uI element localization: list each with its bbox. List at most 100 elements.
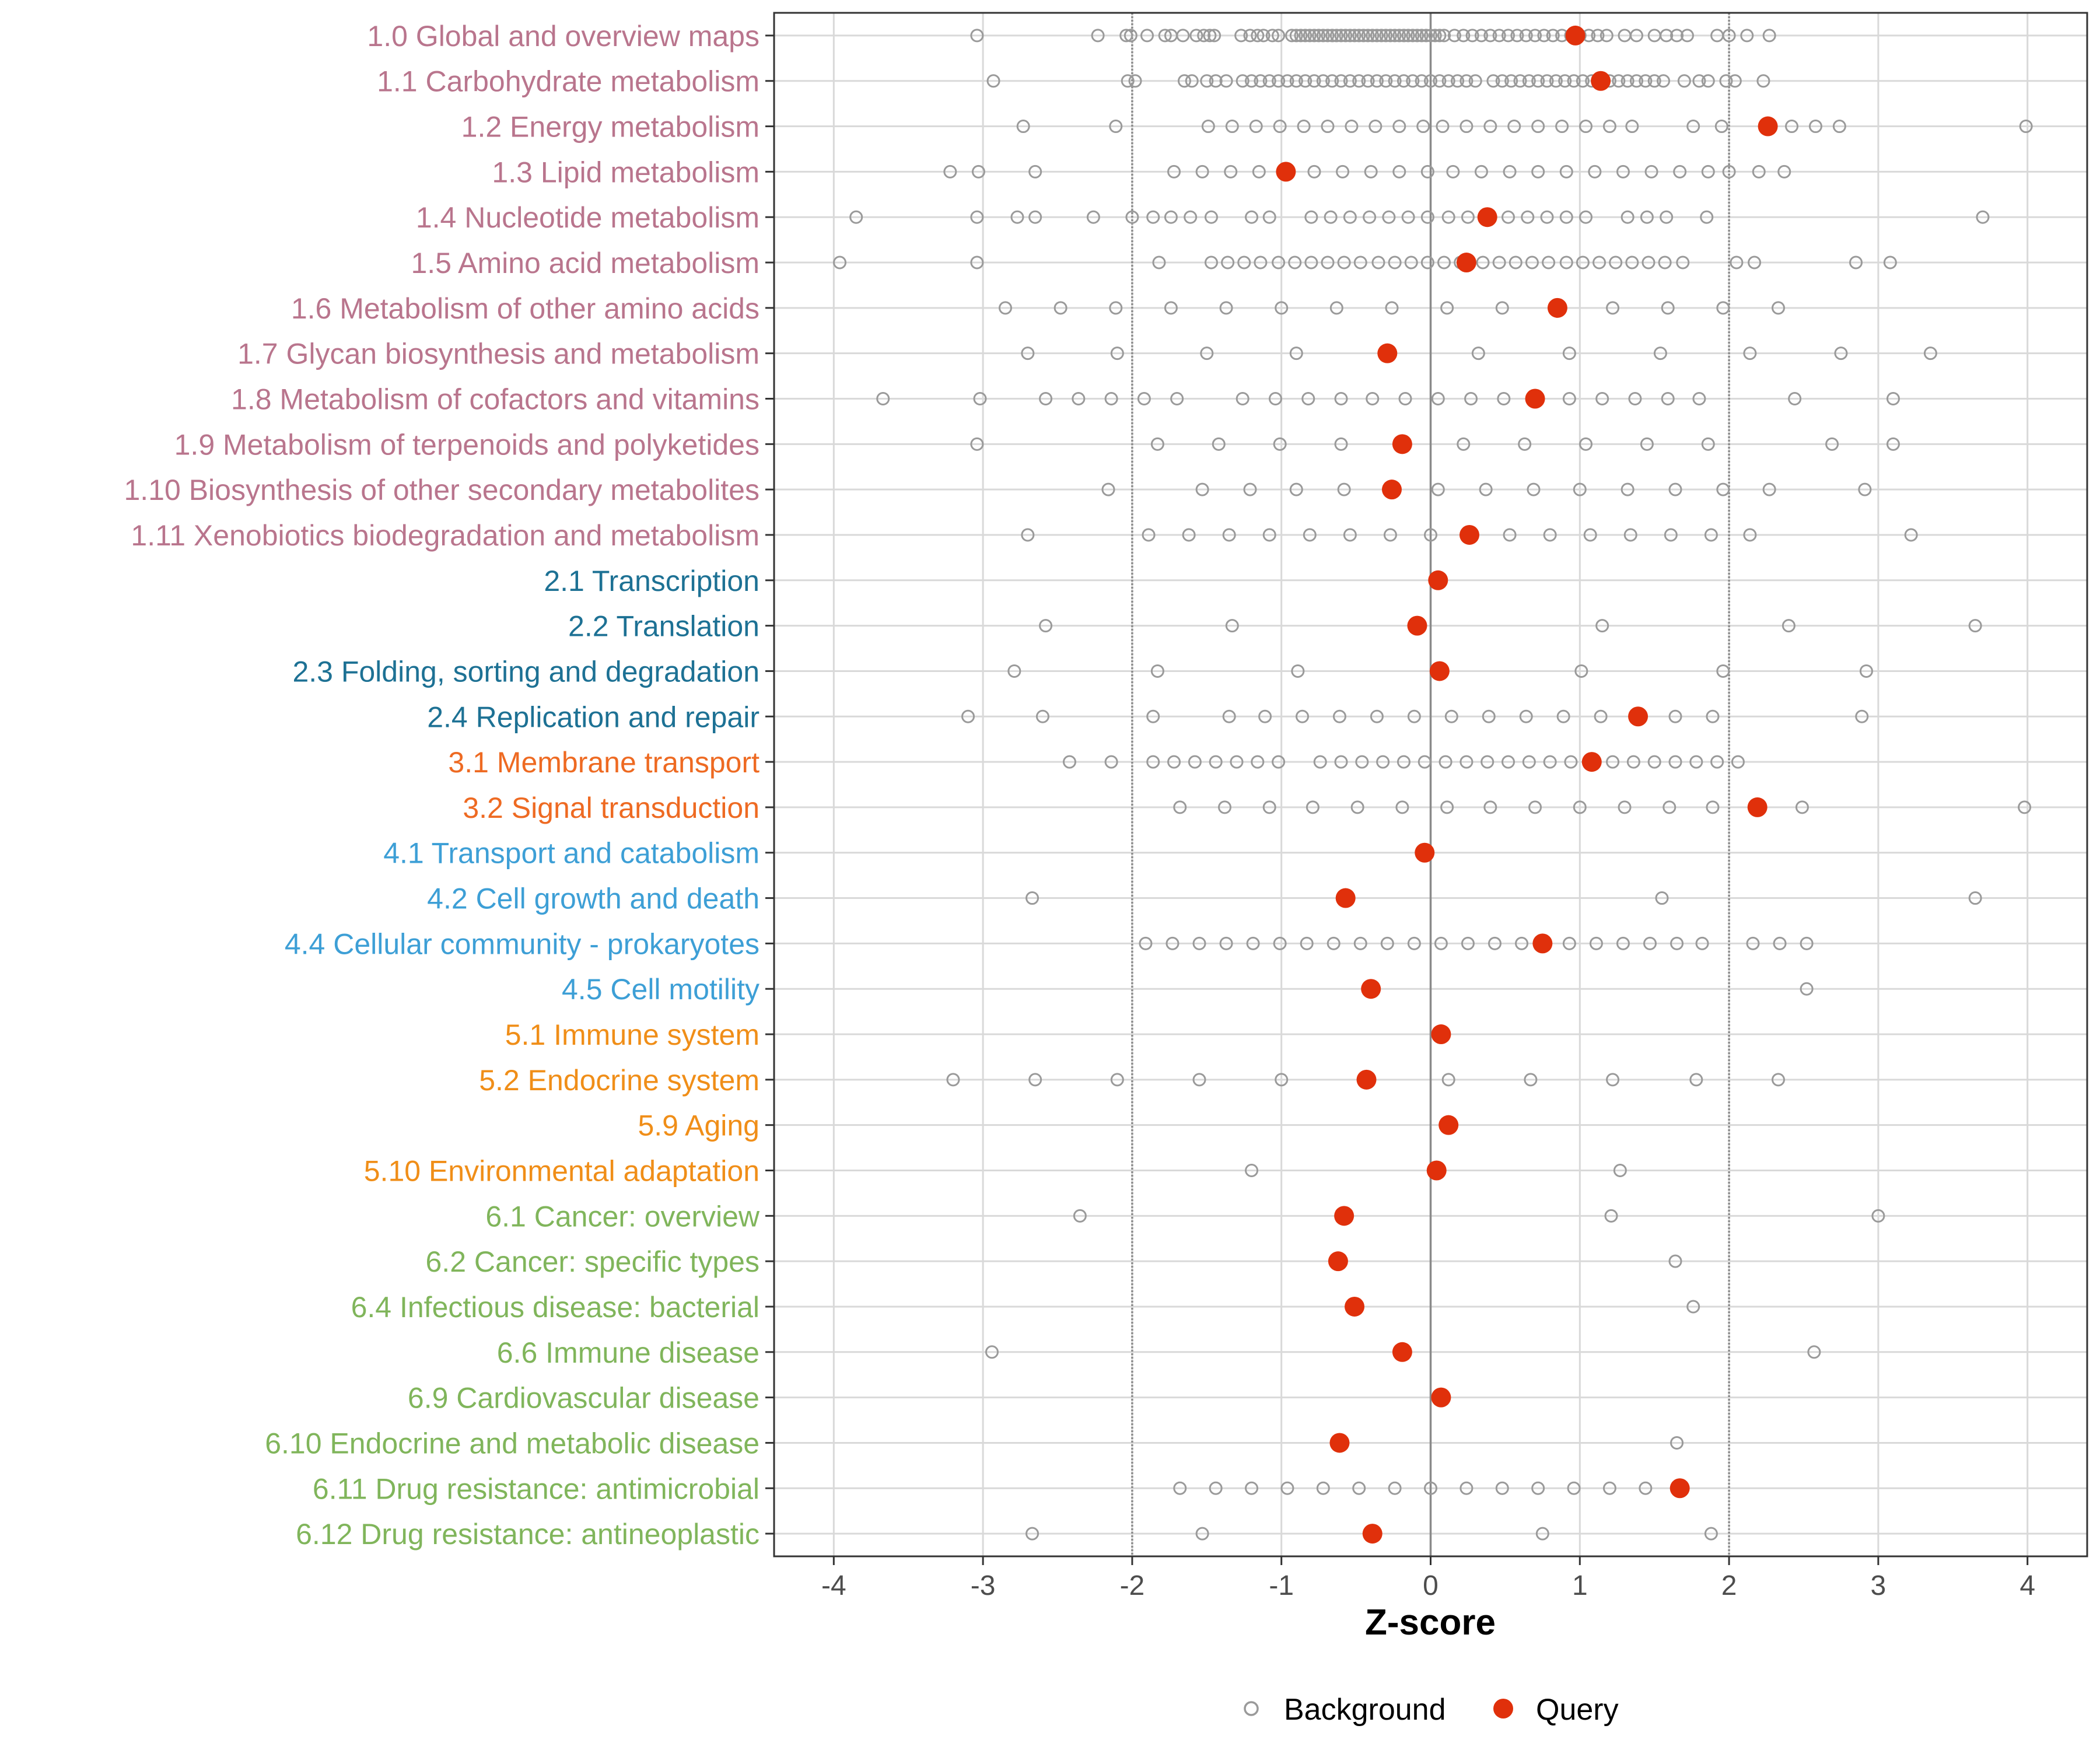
background-point: [1510, 29, 1524, 43]
background-point: [1166, 936, 1180, 950]
background-point: [1531, 120, 1545, 134]
background-point: [1424, 74, 1437, 88]
background-point: [1296, 709, 1310, 723]
background-point: [1620, 482, 1634, 496]
background-point: [971, 164, 985, 178]
background-point: [1660, 29, 1674, 43]
background-point: [1431, 392, 1445, 405]
background-point: [1588, 164, 1602, 178]
background-point: [1167, 164, 1181, 178]
background-point: [1676, 256, 1690, 270]
background-point: [1537, 29, 1551, 43]
background-point: [1121, 74, 1135, 88]
background-point: [1334, 437, 1348, 451]
background-point: [1200, 74, 1214, 88]
category-label: 5.2 Endocrine system: [479, 1064, 760, 1097]
category-label: 1.9 Metabolism of terpenoids and polyket…: [174, 428, 760, 461]
query-point: [1407, 615, 1427, 636]
background-point: [1219, 936, 1233, 950]
background-point: [1722, 29, 1736, 43]
background-point: [1243, 29, 1257, 43]
query-point: [1334, 1206, 1354, 1226]
background-point: [1101, 482, 1115, 496]
background-point: [1182, 528, 1196, 542]
background-point: [1573, 800, 1587, 814]
background-point: [985, 1345, 999, 1359]
x-tick-label: 1: [1572, 1570, 1588, 1601]
background-point: [1657, 74, 1671, 88]
x-tick-label: -2: [1120, 1570, 1145, 1601]
background-point: [1382, 210, 1396, 224]
background-point: [1385, 301, 1399, 315]
background-point: [1431, 482, 1445, 496]
background-point: [1785, 120, 1799, 134]
background-point: [1740, 29, 1754, 43]
category-label: 1.5 Amino acid metabolism: [411, 247, 760, 279]
background-point: [1329, 301, 1343, 315]
background-point: [1124, 29, 1138, 43]
background-point: [1177, 74, 1191, 88]
x-tick-label: -4: [821, 1570, 846, 1601]
background-point: [1700, 210, 1714, 224]
background-point: [1795, 800, 1809, 814]
background-point: [1883, 256, 1897, 270]
background-point: [1639, 74, 1653, 88]
background-point: [1137, 392, 1151, 405]
background-point: [1298, 29, 1312, 43]
background-point: [1692, 392, 1706, 405]
background-point: [1222, 528, 1236, 542]
background-point: [1542, 256, 1556, 270]
background-point: [1366, 392, 1380, 405]
background-point: [1325, 74, 1339, 88]
background-point: [1606, 301, 1620, 315]
background-point: [1692, 74, 1706, 88]
background-point: [1434, 936, 1448, 950]
background-point: [1640, 437, 1654, 451]
background-point: [1288, 256, 1302, 270]
category-label: 4.4 Cellular community - prokaryotes: [285, 928, 760, 960]
query-point: [1670, 1478, 1690, 1499]
background-point: [1616, 936, 1630, 950]
query-point: [1547, 298, 1567, 318]
background-point: [833, 256, 847, 270]
query-point: [1428, 570, 1448, 590]
background-point: [1531, 164, 1545, 178]
background-point: [1416, 120, 1430, 134]
background-point: [1772, 301, 1786, 315]
background-point: [1849, 256, 1863, 270]
background-point: [1436, 120, 1450, 134]
background-point: [1353, 256, 1367, 270]
background-point: [1370, 29, 1384, 43]
background-point: [1150, 437, 1164, 451]
category-label: 1.6 Metabolism of other amino acids: [291, 292, 760, 325]
background-point: [1441, 74, 1455, 88]
background-point: [1483, 29, 1497, 43]
background-point: [1380, 936, 1394, 950]
background-point: [1396, 74, 1410, 88]
background-point: [1762, 482, 1776, 496]
background-point: [1468, 74, 1482, 88]
background-point: [1855, 709, 1869, 723]
background-point: [1316, 29, 1330, 43]
background-point: [1334, 392, 1348, 405]
background-point: [1366, 29, 1380, 43]
background-point: [1245, 1481, 1259, 1495]
query-point: [1581, 752, 1602, 772]
background-point: [1252, 164, 1266, 178]
background-point: [1262, 210, 1276, 224]
query-point: [1747, 797, 1768, 817]
background-point: [1021, 528, 1035, 542]
query-point: [1429, 661, 1450, 681]
background-point: [1686, 1300, 1700, 1314]
background-point: [1197, 29, 1211, 43]
background-point: [1613, 1164, 1627, 1177]
background-point: [1028, 210, 1042, 224]
background-point: [1245, 210, 1259, 224]
background-point: [1728, 74, 1742, 88]
background-point: [1689, 1073, 1703, 1087]
background-point: [1625, 256, 1639, 270]
background-point: [1562, 936, 1576, 950]
background-point: [1280, 1481, 1294, 1495]
background-point: [1460, 120, 1474, 134]
background-point: [1262, 528, 1276, 542]
